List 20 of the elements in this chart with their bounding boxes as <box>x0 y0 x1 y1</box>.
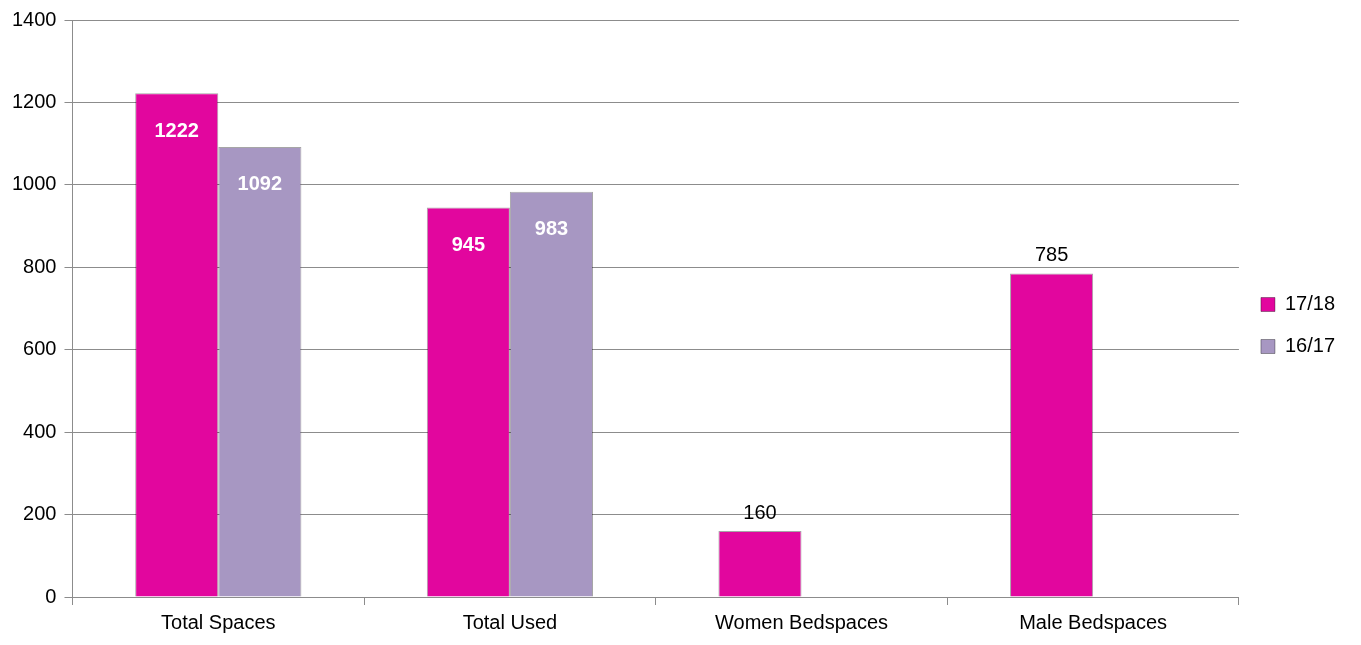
y-tick-label: 600 <box>23 337 57 360</box>
legend-label: 16/17 <box>1284 334 1336 357</box>
y-tick-label: 1200 <box>11 89 57 112</box>
x-tick-label: Total Spaces <box>161 610 276 633</box>
y-tick-label: 800 <box>23 254 57 277</box>
legend-label: 17/18 <box>1284 292 1336 315</box>
data-label: 945 <box>451 233 486 256</box>
y-tick-label: 1000 <box>11 172 57 195</box>
x-tick-label: Male Bedspaces <box>1019 610 1168 633</box>
data-label: 1222 <box>154 118 199 141</box>
y-tick-label: 200 <box>23 502 57 525</box>
data-label: 160 <box>743 500 777 523</box>
x-tick-label: Total Used <box>462 610 558 633</box>
x-tick-label: Women Bedspaces <box>715 610 889 633</box>
data-label: 785 <box>1034 242 1069 265</box>
data-label: 983 <box>534 217 569 240</box>
y-tick-label: 400 <box>23 419 57 442</box>
data-label: 1092 <box>237 172 283 195</box>
y-tick-label: 0 <box>45 584 57 607</box>
y-tick-label: 1400 <box>11 7 57 30</box>
